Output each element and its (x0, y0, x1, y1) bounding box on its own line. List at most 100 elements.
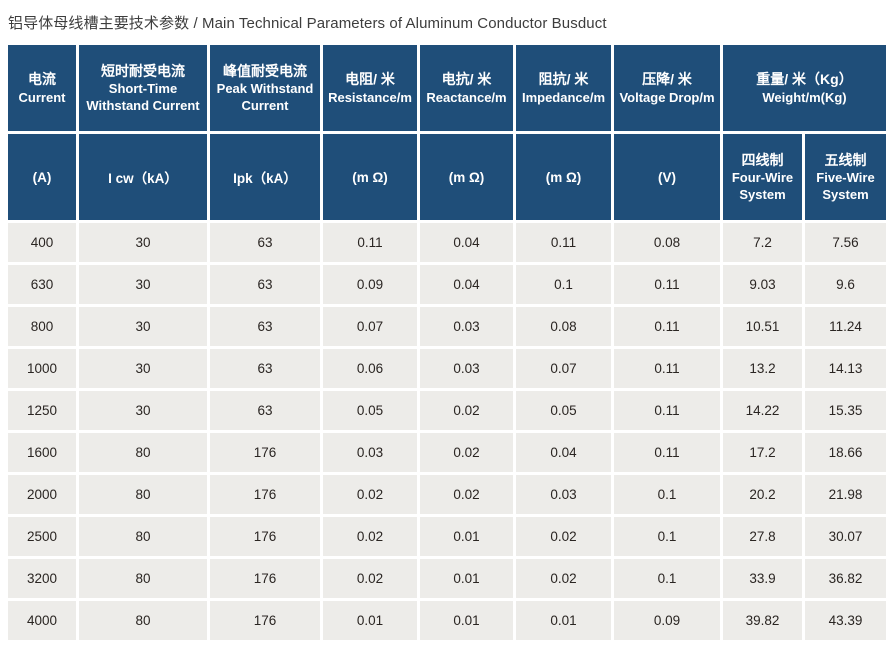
cell-resistance: 0.11 (323, 223, 417, 262)
cell-impedance: 0.01 (516, 601, 611, 640)
cell-weight-four-wire: 10.51 (723, 307, 802, 346)
header-label-en: Impedance/m (521, 89, 606, 105)
cell-voltage-drop: 0.11 (614, 307, 720, 346)
cell-weight-four-wire: 27.8 (723, 517, 802, 556)
table-body: 400 30 63 0.11 0.04 0.11 0.08 7.2 7.56 630 30 63 0.0… (8, 223, 887, 640)
cell-weight-five-wire: 21.98 (805, 475, 887, 514)
header-label-en: Short-Time Withstand Current (86, 81, 200, 114)
header-label-en: Four-Wire System (731, 170, 794, 203)
cell-resistance: 0.02 (323, 475, 417, 514)
cell-voltage-drop: 0.1 (614, 559, 720, 598)
table-row: 630 30 63 0.09 0.04 0.1 0.11 9.03 9.6 (8, 265, 887, 304)
cell-weight-four-wire: 20.2 (723, 475, 802, 514)
cell-reactance: 0.04 (420, 223, 513, 262)
cell-ipk: 176 (210, 433, 320, 472)
header-unit-label: (m Ω) (545, 169, 582, 185)
table-row: 2500 80 176 0.02 0.01 0.02 0.1 27.8 30.07 (8, 517, 887, 556)
header-cell-unit-current-a: (A) (8, 134, 76, 220)
cell-weight-five-wire: 14.13 (805, 349, 887, 388)
cell-impedance: 0.07 (516, 349, 611, 388)
cell-ipk: 63 (210, 223, 320, 262)
cell-voltage-drop: 0.11 (614, 391, 720, 430)
cell-weight-four-wire: 7.2 (723, 223, 802, 262)
cell-resistance: 0.03 (323, 433, 417, 472)
header-label-zh: 重量/ 米（Kg） (756, 71, 853, 88)
cell-weight-four-wire: 33.9 (723, 559, 802, 598)
cell-reactance: 0.02 (420, 391, 513, 430)
cell-impedance: 0.02 (516, 559, 611, 598)
table-row: 2000 80 176 0.02 0.02 0.03 0.1 20.2 21.98 (8, 475, 887, 514)
parameters-table: 电流 Current 短时耐受电流 Short-Time Withstand Curr… (5, 42, 888, 643)
cell-ipk: 63 (210, 307, 320, 346)
cell-current: 400 (8, 223, 76, 262)
cell-ipk: 176 (210, 559, 320, 598)
header-cell-peak-withstand-current: 峰值耐受电流 Peak Withstand Current (210, 45, 320, 131)
cell-icw: 80 (79, 559, 207, 598)
cell-impedance: 0.05 (516, 391, 611, 430)
cell-current: 4000 (8, 601, 76, 640)
cell-ipk: 63 (210, 349, 320, 388)
header-cell-unit-mohm-impedance: (m Ω) (516, 134, 611, 220)
cell-resistance: 0.02 (323, 517, 417, 556)
cell-impedance: 0.11 (516, 223, 611, 262)
table-row: 400 30 63 0.11 0.04 0.11 0.08 7.2 7.56 (8, 223, 887, 262)
cell-voltage-drop: 0.1 (614, 475, 720, 514)
cell-resistance: 0.02 (323, 559, 417, 598)
header-cell-reactance-per-m: 电抗/ 米 Reactance/m (420, 45, 513, 131)
cell-resistance: 0.01 (323, 601, 417, 640)
header-unit-label: (m Ω) (448, 169, 485, 185)
header-unit-label: (A) (32, 169, 52, 185)
table-row: 1600 80 176 0.03 0.02 0.04 0.11 17.2 18.66 (8, 433, 887, 472)
header-label-zh: 电阻/ 米 (345, 71, 395, 88)
cell-current: 1000 (8, 349, 76, 388)
table-row: 4000 80 176 0.01 0.01 0.01 0.09 39.82 43.39 (8, 601, 887, 640)
header-cell-voltage-drop-per-m: 压降/ 米 Voltage Drop/m (614, 45, 720, 131)
cell-resistance: 0.05 (323, 391, 417, 430)
cell-current: 1250 (8, 391, 76, 430)
header-cell-unit-v: (V) (614, 134, 720, 220)
cell-ipk: 63 (210, 265, 320, 304)
cell-weight-five-wire: 15.35 (805, 391, 887, 430)
cell-weight-five-wire: 18.66 (805, 433, 887, 472)
cell-icw: 80 (79, 517, 207, 556)
header-cell-four-wire-system: 四线制 Four-Wire System (723, 134, 802, 220)
header-cell-current: 电流 Current (8, 45, 76, 131)
cell-weight-five-wire: 36.82 (805, 559, 887, 598)
header-row-units: (A) I cw（kA） Ipk（kA） (m Ω) (m Ω) (m Ω) (V) 四线制 F… (8, 134, 887, 220)
cell-impedance: 0.08 (516, 307, 611, 346)
cell-icw: 30 (79, 265, 207, 304)
cell-icw: 80 (79, 601, 207, 640)
header-unit-label: Ipk（kA） (233, 171, 297, 186)
cell-icw: 30 (79, 349, 207, 388)
header-label-en: Voltage Drop/m (619, 89, 715, 105)
header-label-en: Weight/m(Kg) (762, 89, 847, 105)
cell-current: 1600 (8, 433, 76, 472)
page-title: 铝导体母线槽主要技术参数 / Main Technical Parameters… (8, 15, 607, 32)
cell-impedance: 0.02 (516, 517, 611, 556)
header-label-zh: 四线制 (741, 151, 784, 168)
header-cell-resistance-per-m: 电阻/ 米 Resistance/m (323, 45, 417, 131)
table-row: 3200 80 176 0.02 0.01 0.02 0.1 33.9 36.82 (8, 559, 887, 598)
header-label-en: Current (18, 89, 66, 105)
cell-reactance: 0.01 (420, 601, 513, 640)
table-row: 1000 30 63 0.06 0.03 0.07 0.11 13.2 14.13 (8, 349, 887, 388)
cell-current: 3200 (8, 559, 76, 598)
cell-voltage-drop: 0.11 (614, 433, 720, 472)
cell-reactance: 0.02 (420, 433, 513, 472)
cell-resistance: 0.09 (323, 265, 417, 304)
cell-weight-five-wire: 9.6 (805, 265, 887, 304)
header-cell-unit-mohm-resistance: (m Ω) (323, 134, 417, 220)
cell-ipk: 176 (210, 475, 320, 514)
header-label-en: Peak Withstand Current (216, 81, 314, 114)
cell-voltage-drop: 0.11 (614, 349, 720, 388)
cell-weight-four-wire: 9.03 (723, 265, 802, 304)
cell-icw: 30 (79, 391, 207, 430)
cell-voltage-drop: 0.11 (614, 265, 720, 304)
cell-icw: 30 (79, 307, 207, 346)
header-label-en: Resistance/m (328, 89, 412, 105)
header-unit-label: I cw（kA） (108, 171, 178, 186)
cell-reactance: 0.03 (420, 307, 513, 346)
cell-icw: 30 (79, 223, 207, 262)
header-unit-label: (m Ω) (352, 169, 388, 185)
